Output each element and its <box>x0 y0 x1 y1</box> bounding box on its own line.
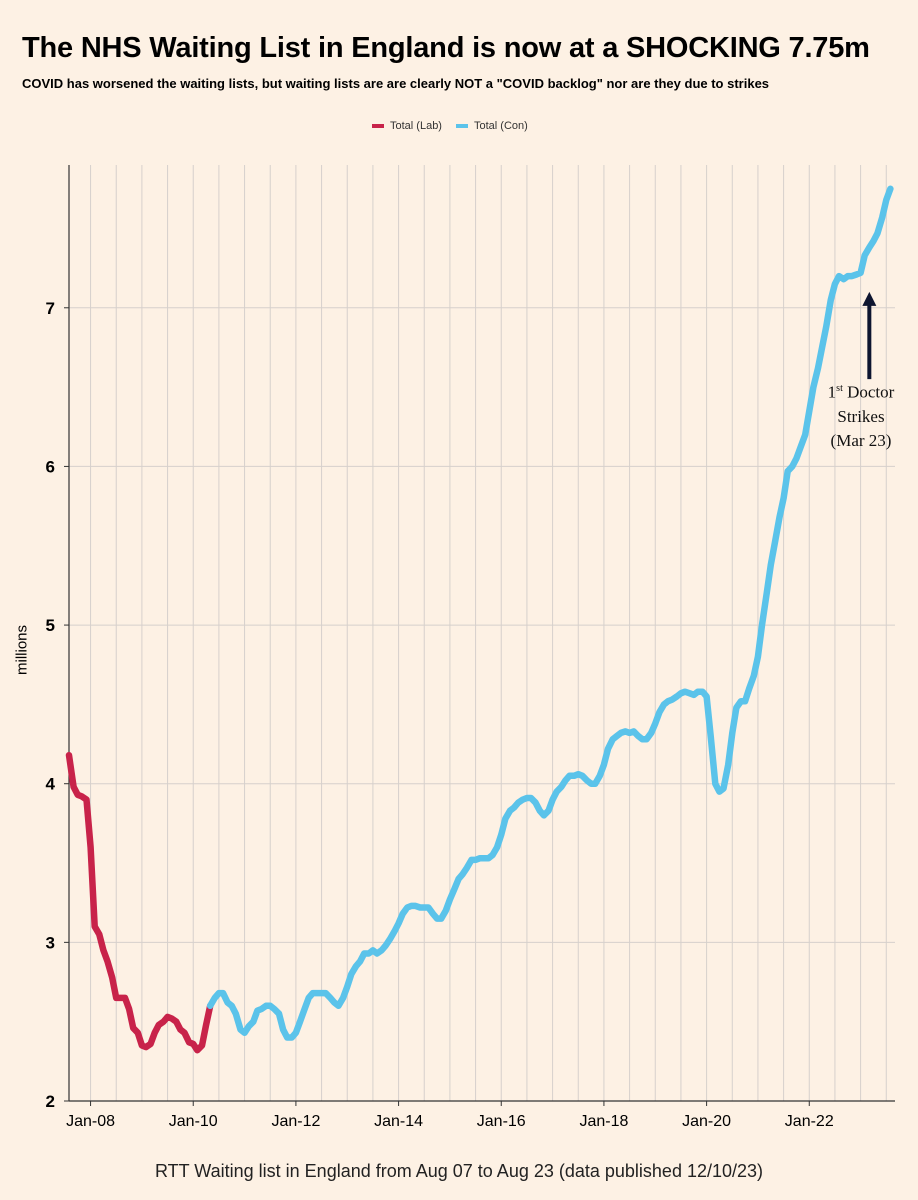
legend-item-lab[interactable]: Total (Lab) <box>372 120 442 132</box>
series-line-lab <box>65 751 214 1054</box>
x-tick-label: Jan-08 <box>66 1113 115 1130</box>
annotation-line-3: (Mar 23) <box>830 430 892 450</box>
x-tick-label: Jan-16 <box>477 1113 526 1130</box>
chart-caption: RTT Waiting list in England from Aug 07 … <box>154 1161 764 1181</box>
chart-subtitle: COVID has worsened the waiting lists, bu… <box>22 76 770 91</box>
y-tick-label: 2 <box>46 1092 55 1111</box>
legend: Total (Lab) Total (Con) <box>372 120 528 132</box>
x-tick-label: Jan-12 <box>271 1113 320 1130</box>
chart-title: The NHS Waiting List in England is now a… <box>22 32 870 64</box>
x-tick-label: Jan-18 <box>579 1113 628 1130</box>
legend-swatch-lab <box>372 124 384 128</box>
series-line-con <box>206 185 894 1041</box>
x-tick-label: Jan-22 <box>785 1113 834 1130</box>
legend-swatch-con <box>455 124 468 128</box>
y-tick-label: 6 <box>46 457 55 476</box>
y-tick-label: 5 <box>46 616 55 635</box>
strike-annotation: 1st Doctor Strikes (Mar 23) <box>817 377 905 453</box>
legend-label-con: Total (Con) <box>473 120 528 132</box>
x-tick-label: Jan-10 <box>169 1113 218 1130</box>
annotation-arrow-head <box>862 291 877 306</box>
y-tick-label: 7 <box>46 299 55 318</box>
x-tick-label: Jan-14 <box>374 1113 423 1130</box>
legend-item-con[interactable]: Total (Con) <box>455 120 528 132</box>
annotation-line-1: 1st Doctor <box>827 382 895 402</box>
legend-label-lab: Total (Lab) <box>390 120 442 132</box>
y-tick-label: 3 <box>46 933 55 952</box>
x-tick-label: Jan-20 <box>682 1113 731 1130</box>
y-tick-label: 4 <box>46 775 56 794</box>
annotation-line-2: Strikes <box>837 406 885 426</box>
